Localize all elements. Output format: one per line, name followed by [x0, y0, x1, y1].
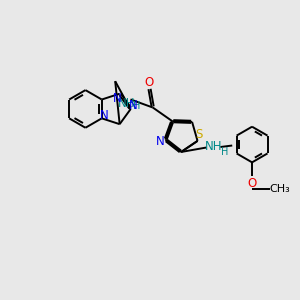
Text: N: N	[156, 135, 165, 148]
Text: NH: NH	[205, 140, 222, 153]
Text: H: H	[133, 101, 140, 111]
Text: O: O	[145, 76, 154, 88]
Text: N: N	[113, 92, 122, 105]
Text: CH₃: CH₃	[269, 184, 290, 194]
Text: N: N	[100, 109, 109, 122]
Text: S: S	[195, 128, 202, 142]
Text: NH: NH	[118, 97, 135, 110]
Text: N: N	[129, 100, 138, 112]
Text: H: H	[220, 148, 228, 158]
Text: O: O	[248, 177, 257, 190]
